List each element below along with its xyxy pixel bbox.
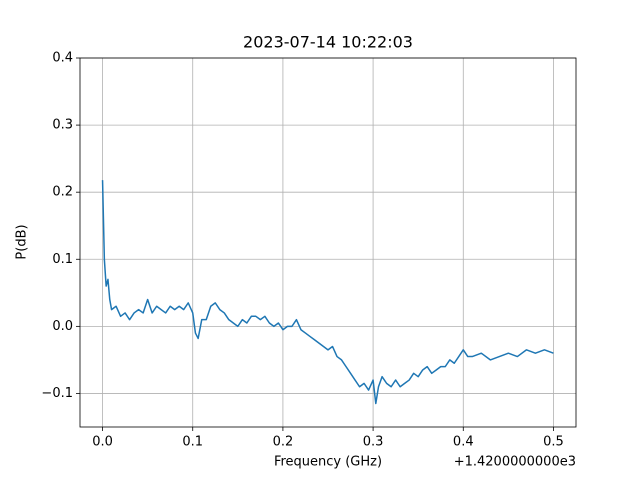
y-tick-label: 0.3 bbox=[52, 118, 73, 133]
x-tick-label: 0.4 bbox=[453, 435, 474, 450]
x-tick-label: 0.3 bbox=[363, 435, 384, 450]
chart-title: 2023-07-14 10:22:03 bbox=[243, 33, 413, 52]
y-tick-label: 0.0 bbox=[52, 319, 73, 334]
x-axis-label: Frequency (GHz) bbox=[274, 455, 382, 470]
y-tick-label: 0.4 bbox=[52, 51, 73, 66]
x-tick-label: 0.5 bbox=[543, 435, 564, 450]
y-tick-label: 0.1 bbox=[52, 252, 73, 267]
y-axis-label: P(dB) bbox=[15, 224, 30, 259]
data-line bbox=[101, 180, 554, 405]
x-offset-label: +1.4200000000e3 bbox=[454, 455, 576, 470]
plot-frame bbox=[79, 57, 577, 428]
x-tick-label: 0.2 bbox=[273, 435, 294, 450]
y-tick-label: −0.1 bbox=[41, 386, 73, 401]
y-tick-label: 0.2 bbox=[52, 185, 73, 200]
x-tick-label: 0.1 bbox=[182, 435, 203, 450]
x-tick-label: 0.0 bbox=[92, 435, 113, 450]
